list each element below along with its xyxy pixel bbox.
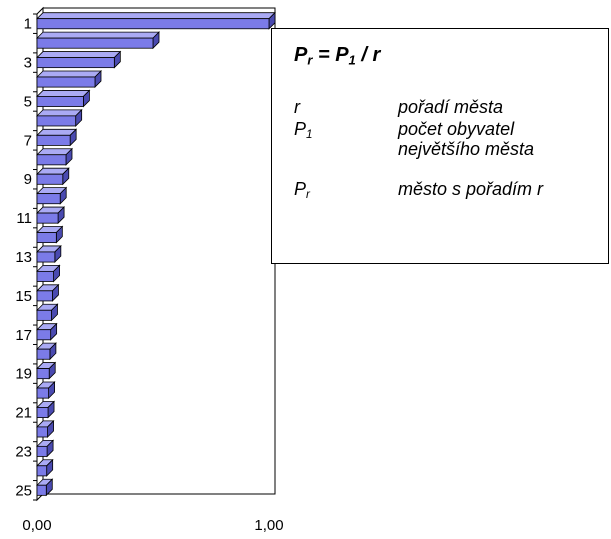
y-tick-label: 11 — [16, 210, 32, 227]
y-tick-label: 21 — [15, 405, 32, 422]
bar-top-face — [36, 51, 122, 58]
bar — [36, 419, 55, 438]
formula-divisor: / r — [355, 44, 381, 66]
y-tick-label: 1 — [24, 16, 32, 33]
chart-axes — [33, 6, 276, 502]
bar-top-face — [36, 90, 91, 97]
bar-top-face — [36, 128, 78, 136]
y-tick-label: 7 — [24, 132, 32, 149]
bar — [36, 70, 102, 89]
bar — [36, 225, 64, 244]
bar — [36, 11, 276, 30]
bar-top-face — [36, 31, 160, 39]
bar-front-face — [36, 37, 154, 49]
bar-front-face — [36, 193, 61, 205]
y-tick-label: 23 — [15, 443, 32, 460]
bar — [36, 108, 83, 127]
formula-p: P — [294, 44, 308, 66]
bar-front-face — [36, 134, 71, 146]
x-tick-labels: 0,00 1,00 — [22, 517, 283, 534]
bar — [36, 303, 59, 322]
definition-symbol: Pr — [294, 179, 310, 201]
bar-front-face — [36, 387, 50, 399]
bar-front-face — [36, 232, 57, 244]
bar — [36, 186, 68, 205]
y-tick-label: 3 — [24, 55, 32, 72]
definition-description: pořadí města — [398, 97, 504, 117]
bar — [36, 381, 56, 400]
bar — [36, 50, 122, 69]
bar — [36, 206, 66, 225]
bar — [36, 439, 55, 458]
bar — [36, 458, 54, 477]
bar-front-face — [36, 270, 54, 282]
bar-front-face — [36, 290, 53, 302]
y-tick-label: 5 — [24, 93, 32, 110]
bar — [36, 167, 70, 186]
bar-front-face — [36, 465, 48, 477]
bar — [36, 147, 73, 166]
y-tick-label: 19 — [15, 366, 32, 383]
bar-front-face — [36, 154, 67, 166]
bar — [36, 31, 160, 50]
bar-front-face — [36, 76, 96, 88]
bar-front-face — [36, 329, 52, 341]
bar-top-face — [36, 109, 83, 117]
bar — [36, 283, 60, 302]
bar-front-face — [36, 115, 77, 127]
bar-front-face — [36, 368, 50, 380]
formula: Pr = P1 / r — [294, 43, 380, 67]
bar — [36, 322, 58, 341]
bar-front-face — [36, 348, 51, 360]
bar — [36, 400, 56, 419]
definition-description: město s pořadím r — [398, 179, 544, 199]
definition-symbol: P1 — [294, 119, 313, 141]
bar — [36, 361, 57, 380]
bar-front-face — [36, 484, 47, 496]
x-tick-label: 0,00 — [22, 517, 51, 534]
formula-equals: = — [312, 44, 336, 66]
bar-front-face — [36, 212, 59, 224]
bar-front-face — [36, 445, 48, 457]
bar-front-face — [36, 18, 270, 30]
back-wall — [42, 7, 276, 495]
bar-front-face — [36, 173, 64, 185]
bar-front-face — [36, 426, 48, 438]
formula-p1-sub: 1 — [348, 52, 356, 68]
y-tick-label: 9 — [24, 171, 32, 188]
y-tick-label: 13 — [15, 249, 32, 266]
y-tick-label: 25 — [15, 482, 32, 499]
bar-front-face — [36, 251, 56, 263]
x-tick-label: 1,00 — [254, 517, 283, 534]
legend-box: Pr = P1 / r r pořadí města P1 počet obyv… — [271, 28, 609, 264]
bar-front-face — [36, 57, 115, 69]
y-tick-label: 17 — [15, 327, 32, 344]
y-tick-label: 15 — [15, 288, 32, 305]
formula-p1: P — [335, 44, 349, 66]
bar-front-face — [36, 407, 49, 418]
bar — [36, 89, 91, 108]
bar — [36, 478, 54, 497]
bar-top-face — [36, 70, 102, 78]
bar — [36, 264, 61, 283]
bar-top-face — [36, 12, 276, 20]
bar — [36, 244, 62, 264]
definition-symbol: r — [294, 97, 300, 117]
bar-front-face — [36, 96, 84, 107]
chart-bars — [36, 11, 276, 497]
bar — [36, 128, 78, 147]
bar-front-face — [36, 309, 52, 321]
formula-p-sub: r — [307, 52, 313, 68]
bar — [36, 342, 57, 361]
definition-description: počet obyvatel největšího města — [398, 119, 535, 159]
